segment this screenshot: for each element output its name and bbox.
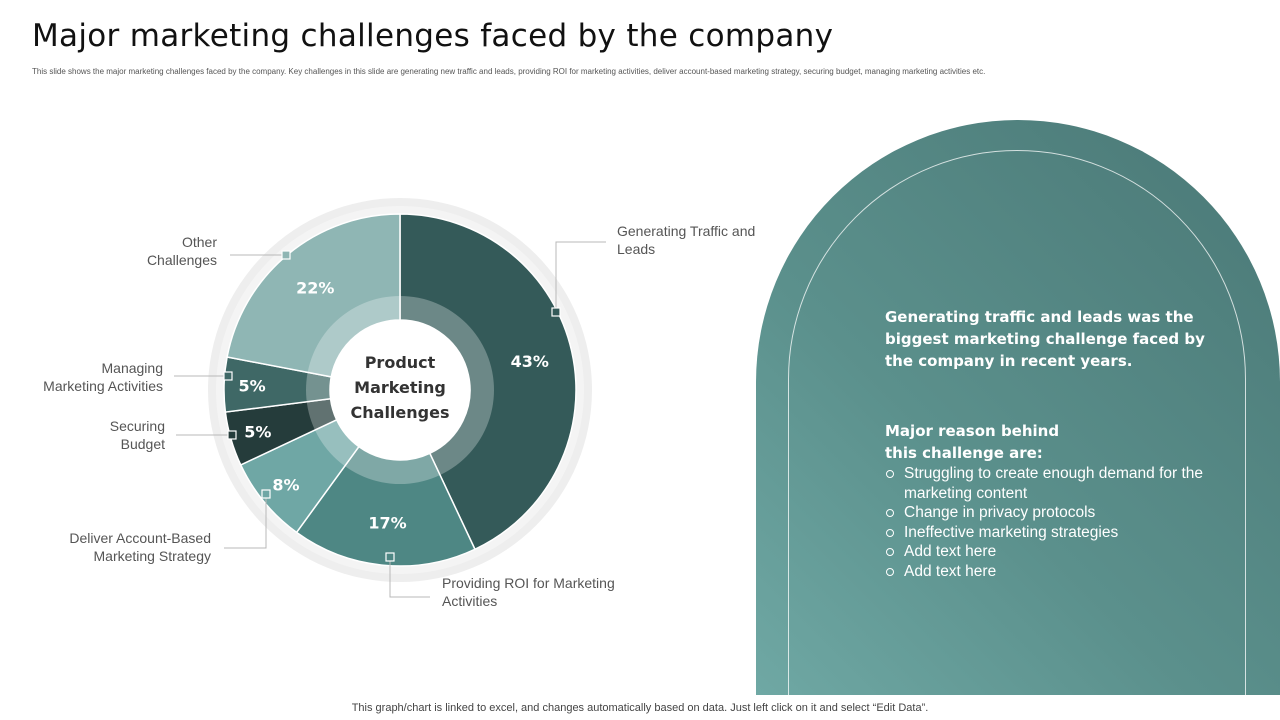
chart-hole xyxy=(330,320,470,460)
category-label-line: Marketing Activities xyxy=(43,378,163,394)
leader-line xyxy=(555,241,606,312)
category-label-line: Deliver Account-Based xyxy=(69,530,211,546)
category-label-deliver-account-based-marketing-strategy: Deliver Account-Based Marketing Strategy xyxy=(69,529,211,565)
slide-subtitle: This slide shows the major marketing cha… xyxy=(32,67,986,76)
category-label-line: Securing xyxy=(109,418,165,434)
category-label-line: Leads xyxy=(617,241,656,257)
insight-headline: Generating traffic and leads was the big… xyxy=(885,308,1205,370)
slide-title: Major marketing challenges faced by the … xyxy=(32,18,834,54)
leader-marker xyxy=(261,489,271,499)
center-label-line: Product xyxy=(365,353,436,372)
reason-item: Change in privacy protocols xyxy=(885,503,1205,523)
center-label-line: Challenges xyxy=(351,403,450,422)
leader-line xyxy=(389,557,430,598)
leader-line xyxy=(224,494,267,549)
leader-marker xyxy=(281,250,291,260)
leader-marker xyxy=(223,371,233,381)
category-label-managing-marketing-activities: Managing Marketing Activities xyxy=(43,359,163,395)
center-label-line: Marketing xyxy=(354,378,446,397)
insight-panel xyxy=(756,120,1280,695)
pct-label: 17% xyxy=(368,513,406,532)
pct-label: 22% xyxy=(296,279,334,298)
pct-label: 5% xyxy=(238,376,265,395)
category-label-generating-traffic-and-leads: Generating Traffic and Leads xyxy=(617,222,755,258)
reason-item: Add text here xyxy=(885,562,1205,582)
slice-generating-traffic-and-leads xyxy=(399,213,577,551)
category-label-securing-budget: Securing Budget xyxy=(110,417,165,453)
reason-item: Add text here xyxy=(885,542,1205,562)
category-label-line: Budget xyxy=(120,436,165,452)
category-label-line: Generating Traffic and xyxy=(617,223,756,239)
leader-marker xyxy=(227,430,237,440)
footer-note: This graph/chart is linked to excel, and… xyxy=(351,702,929,714)
leader-marker xyxy=(551,307,561,317)
insight-panel-inner-outline xyxy=(788,150,1246,695)
reason-heading-line: Major reason behind xyxy=(885,422,1060,440)
donut-chart: 43% 17% 8% 5% 5% 22% Product Marketing Challeng… xyxy=(174,198,606,598)
category-label-line: Other xyxy=(181,234,217,250)
reason-item: Struggling to create enough demand for t… xyxy=(885,464,1205,503)
leader-marker xyxy=(385,552,395,562)
category-label-line: Providing ROI for Marketing xyxy=(442,575,615,591)
category-label-other-challenges: Other Challenges xyxy=(147,233,217,269)
pct-label: 43% xyxy=(511,352,549,371)
category-label-line: Managing xyxy=(101,360,164,376)
category-label-line: Activities xyxy=(442,593,498,609)
reason-list: Struggling to create enough demand for t… xyxy=(885,464,1205,581)
category-label-providing-roi-for-marketing-activities: Providing ROI for Marketing Activities xyxy=(442,574,615,610)
category-label-line: Challenges xyxy=(146,252,217,268)
pct-label: 8% xyxy=(272,475,299,494)
reason-heading: Major reason behind this challenge are: xyxy=(885,420,1205,464)
reason-item: Ineffective marketing strategies xyxy=(885,523,1205,543)
category-label-line: Marketing Strategy xyxy=(93,548,212,564)
insight-panel-text: Generating traffic and leads was the big… xyxy=(885,306,1205,581)
reason-heading-line: this challenge are: xyxy=(885,444,1043,462)
pct-label: 5% xyxy=(244,422,271,441)
